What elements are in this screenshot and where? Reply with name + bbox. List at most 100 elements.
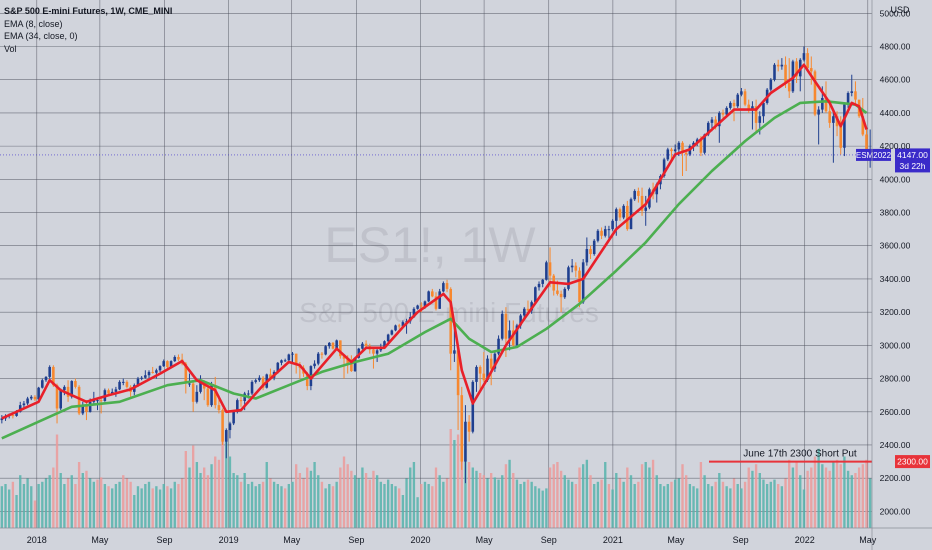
volume-bar [817,448,820,528]
candle-body [258,377,261,381]
candle-body [11,415,15,417]
volume-bar [519,484,522,528]
volume-bar [147,481,151,528]
candle-body [173,356,177,362]
candle-body [725,107,728,115]
volume-bar [780,486,784,528]
candle-body [596,230,600,241]
volume-bar [409,467,412,528]
volume-bar [688,484,692,528]
candle-body [721,112,725,115]
candle-body [335,340,338,349]
volume-bar [339,467,342,528]
volume-bar [195,462,199,528]
candle-body [644,207,648,211]
volume-bar [206,475,210,528]
candle-body [280,360,283,363]
x-tick-label: May [476,535,494,545]
legend-vol[interactable]: Vol [4,43,17,54]
volume-bar [471,467,474,528]
volume-bar [324,488,327,528]
volume-bar [15,495,18,528]
legend-title[interactable]: S&P 500 E-mini Futures, 1W, CME_MINI [4,6,173,16]
short-put-price-tag [895,455,930,469]
candle-body [776,64,780,67]
volume-bar [118,481,121,528]
candle-body [361,343,364,349]
annotation-group[interactable]: June 17th 2300 Short Put 2300.00 ESM2022 41… [0,148,930,469]
candle-body [70,381,74,397]
volume-bar [427,484,430,528]
candle-body [29,396,33,399]
volume-bar [228,456,232,528]
candle-body [802,53,806,60]
volume-bar [607,484,611,528]
legend-ema34[interactable]: EMA (34, close, 0) [4,31,78,41]
volume-bar [52,467,55,528]
legend-ema8[interactable]: EMA (8, close) [4,18,63,29]
volume-bar [188,467,191,528]
candle-body [806,53,809,69]
volume-bar [467,462,471,528]
candle-body [195,391,199,402]
volume-bar [732,478,736,528]
volume-bar [648,467,651,528]
candle-body [342,356,346,359]
volume-bar [357,478,360,528]
candle-body [224,430,228,442]
volume-bar [155,486,158,528]
candle-body [581,262,585,303]
candle-body [453,350,456,354]
candle-body [603,229,607,236]
candle-body [493,353,497,369]
candle-body [570,265,574,268]
volume-bar [346,464,349,528]
candle-body [508,330,511,339]
volume-bar [659,484,662,528]
candle-body [810,68,813,72]
volume-bar [526,479,530,528]
y-tick-label: 3000.00 [880,340,911,350]
last-price-label: 4147.00 [897,150,928,160]
candle-body [166,361,169,367]
x-tick-label: Sep [733,535,749,545]
x-tick-label: Sep [541,535,557,545]
candle-body [276,362,280,372]
volume-bar [707,484,710,528]
candle-body [486,358,489,381]
volume-bar [217,459,221,528]
volume-bar [287,484,291,528]
volume-bar [74,484,77,528]
volume-bar [703,475,706,528]
volume-bar [416,497,419,528]
volume-bar [33,500,37,528]
candle-body [740,91,743,95]
candle-body [843,104,846,148]
moving-averages [1,63,868,440]
x-tick-label: Sep [157,535,173,545]
volume-bar [585,459,589,528]
volume-bar [144,484,147,528]
candle-body [37,387,40,400]
candle-body [236,400,239,412]
candle-body [478,366,482,374]
candle-body [217,405,221,411]
volume-bar [434,467,438,528]
candle-body [77,386,81,414]
candle-body [673,149,677,152]
volume-bar [677,478,681,528]
volume-bar [453,440,456,528]
candle-body [110,391,114,394]
volume-bar [306,467,309,528]
candle-body [206,388,210,406]
volume-bar [4,484,7,528]
candle-body [456,350,460,396]
volume-bar [821,464,824,528]
candle-body [846,92,850,105]
volume-bar [420,484,423,528]
candle-body [328,342,331,347]
candle-body [52,366,55,386]
volume-bar [541,490,544,528]
volume-bar [41,481,44,528]
